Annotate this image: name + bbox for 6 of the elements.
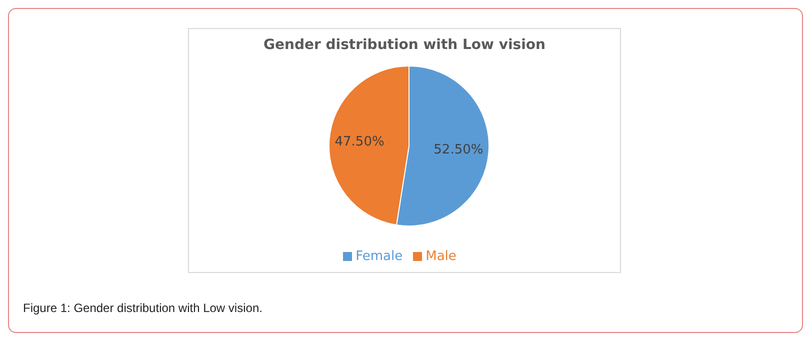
legend-label: Male [426, 249, 456, 264]
legend-label: Female [356, 249, 403, 264]
data-label: 47.50% [334, 134, 384, 150]
caption: Figure 1: Gender distribution with Low vision. [23, 301, 262, 315]
data-label: 52.50% [434, 142, 484, 158]
chart-title: Gender distribution with Low vision [262, 37, 546, 53]
